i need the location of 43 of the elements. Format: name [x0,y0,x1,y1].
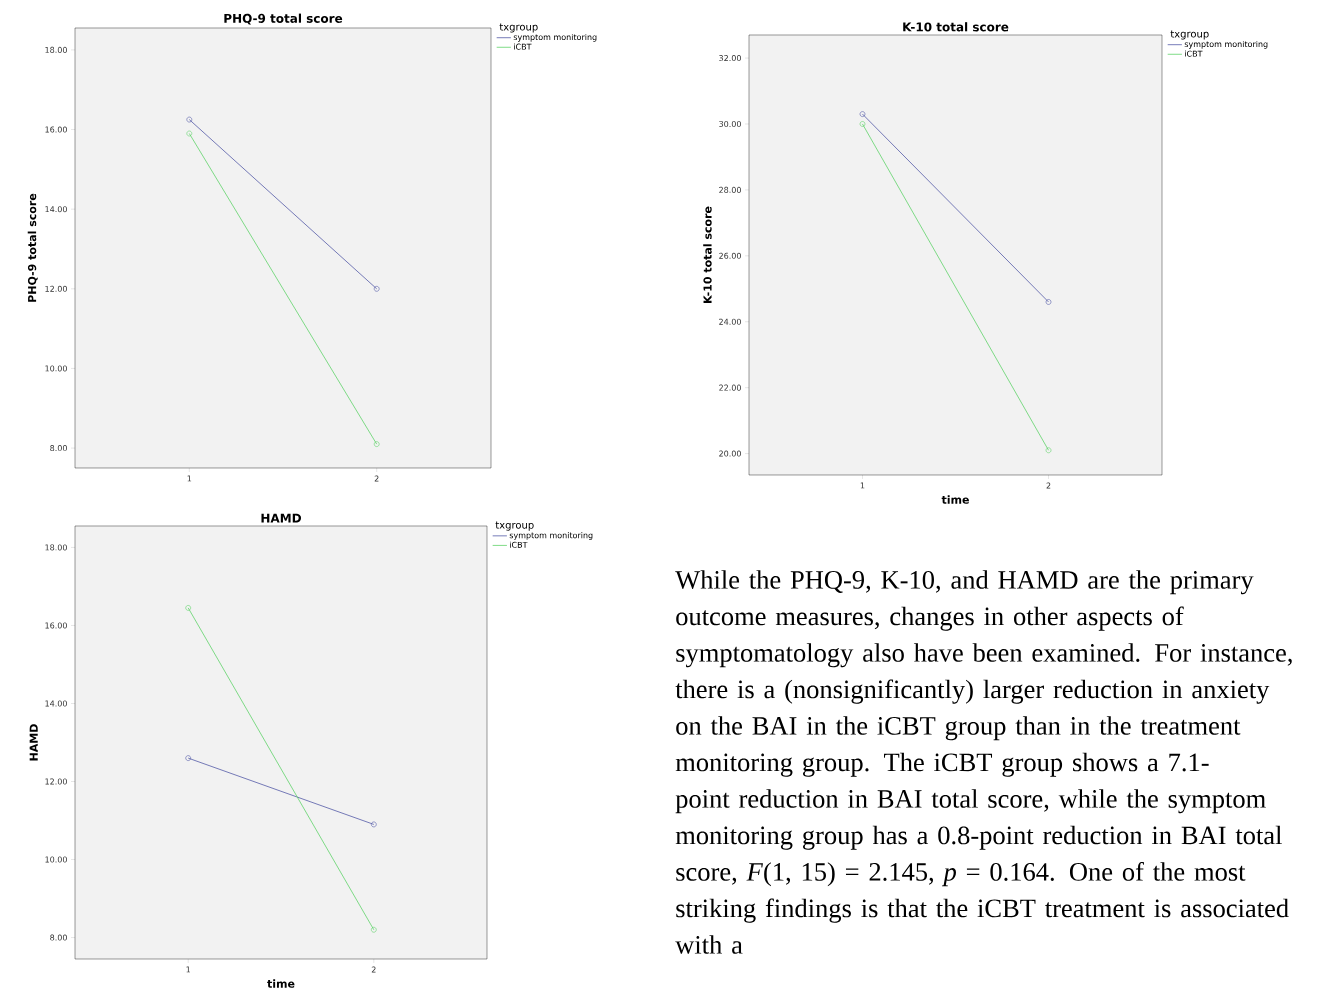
y-tick-label: 20.00 [719,450,741,457]
chart-title: HAMD [261,513,301,523]
y-tick-label: 18.00 [45,544,67,551]
x-tick-label: 2 [1046,482,1051,489]
chart-title: K-10 total score [903,22,1009,32]
x-tick-label: 1 [187,475,192,482]
y-tick-label: 32.00 [719,55,741,62]
y-tick-label: 16.00 [45,622,67,629]
y-axis-title: HAMD [29,724,38,761]
y-tick-label: 10.00 [45,856,67,863]
x-axis-title: time [941,495,969,504]
legend-label: iCBT [1185,50,1203,57]
legend-label: symptom monitoring [1184,40,1268,49]
legend-label: iCBT [514,43,532,50]
y-axis-title: PHQ-9 total score [27,193,38,302]
legend-label: symptom monitoring [513,33,597,42]
legend-label: iCBT [510,541,528,548]
y-tick-label: 8.00 [50,445,67,452]
x-tick-label: 1 [186,966,191,973]
chart-title: PHQ-9 total score [224,13,343,25]
y-axis-title: K-10 total score [703,206,712,303]
y-tick-label: 24.00 [719,318,741,325]
legend-title: txgroup [495,521,534,531]
y-tick-label: 8.00 [50,934,67,941]
y-tick-label: 26.00 [719,252,741,259]
legend-label: symptom monitoring [509,532,593,540]
y-tick-label: 14.00 [45,700,67,707]
x-tick-label: 1 [860,482,865,489]
y-tick-label: 10.00 [45,365,67,372]
text: While the PHQ-9, K-10, and HAMD are the primary outcome measures, changes in other aspects of symptomatology also have been examined. For instance, there is a (nonsignificantly) larger reduction in anxiety on the BAI in the iCBT group than in the treatment monitoring group. The iCBT group shows a 7.1-point reduction in BAI total score, while the symptom monitoring group has a 0.8-point reduction in BAI total score, F(1, 15) = 2.145, p = 0.164. One of the most striking findings is that the iCBT treatment is associated with a [675,570,1292,954]
x-axis-title: time [267,979,295,988]
legend-title: txgroup [499,23,538,33]
x-tick-label: 2 [374,475,379,482]
x-tick-label: 2 [371,966,376,973]
y-tick-label: 16.00 [45,126,67,133]
legend-title: txgroup [1170,30,1209,40]
y-tick-label: 14.00 [45,206,67,213]
y-tick-label: 12.00 [45,778,67,785]
y-tick-label: 22.00 [719,384,741,391]
y-tick-label: 28.00 [719,186,741,193]
y-tick-label: 30.00 [719,120,741,127]
y-tick-label: 12.00 [45,285,67,292]
y-tick-label: 18.00 [45,46,67,53]
